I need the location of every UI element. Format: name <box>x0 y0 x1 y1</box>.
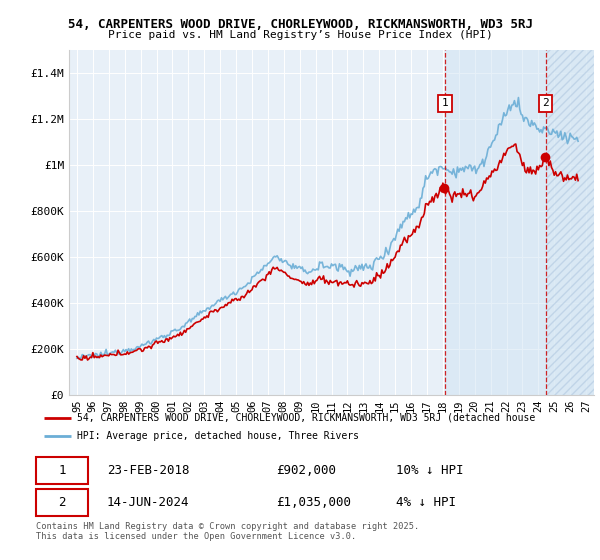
Bar <box>445 50 594 395</box>
Text: HPI: Average price, detached house, Three Rivers: HPI: Average price, detached house, Thre… <box>77 431 359 441</box>
Text: 4% ↓ HPI: 4% ↓ HPI <box>397 496 457 509</box>
Bar <box>545 50 594 395</box>
Text: 54, CARPENTERS WOOD DRIVE, CHORLEYWOOD, RICKMANSWORTH, WD3 5RJ: 54, CARPENTERS WOOD DRIVE, CHORLEYWOOD, … <box>67 18 533 31</box>
Text: 10% ↓ HPI: 10% ↓ HPI <box>397 464 464 477</box>
Text: £902,000: £902,000 <box>276 464 336 477</box>
Text: 23-FEB-2018: 23-FEB-2018 <box>107 464 190 477</box>
Text: Contains HM Land Registry data © Crown copyright and database right 2025.
This d: Contains HM Land Registry data © Crown c… <box>36 522 419 542</box>
Text: 2: 2 <box>542 98 549 108</box>
Text: 1: 1 <box>442 98 448 108</box>
Text: Price paid vs. HM Land Registry’s House Price Index (HPI): Price paid vs. HM Land Registry’s House … <box>107 30 493 40</box>
FancyBboxPatch shape <box>36 489 88 516</box>
FancyBboxPatch shape <box>36 457 88 484</box>
Text: 1: 1 <box>58 464 66 477</box>
Text: £1,035,000: £1,035,000 <box>276 496 351 509</box>
Text: 2: 2 <box>58 496 66 509</box>
Text: 54, CARPENTERS WOOD DRIVE, CHORLEYWOOD, RICKMANSWORTH, WD3 5RJ (detached house: 54, CARPENTERS WOOD DRIVE, CHORLEYWOOD, … <box>77 413 535 423</box>
Text: 14-JUN-2024: 14-JUN-2024 <box>107 496 190 509</box>
